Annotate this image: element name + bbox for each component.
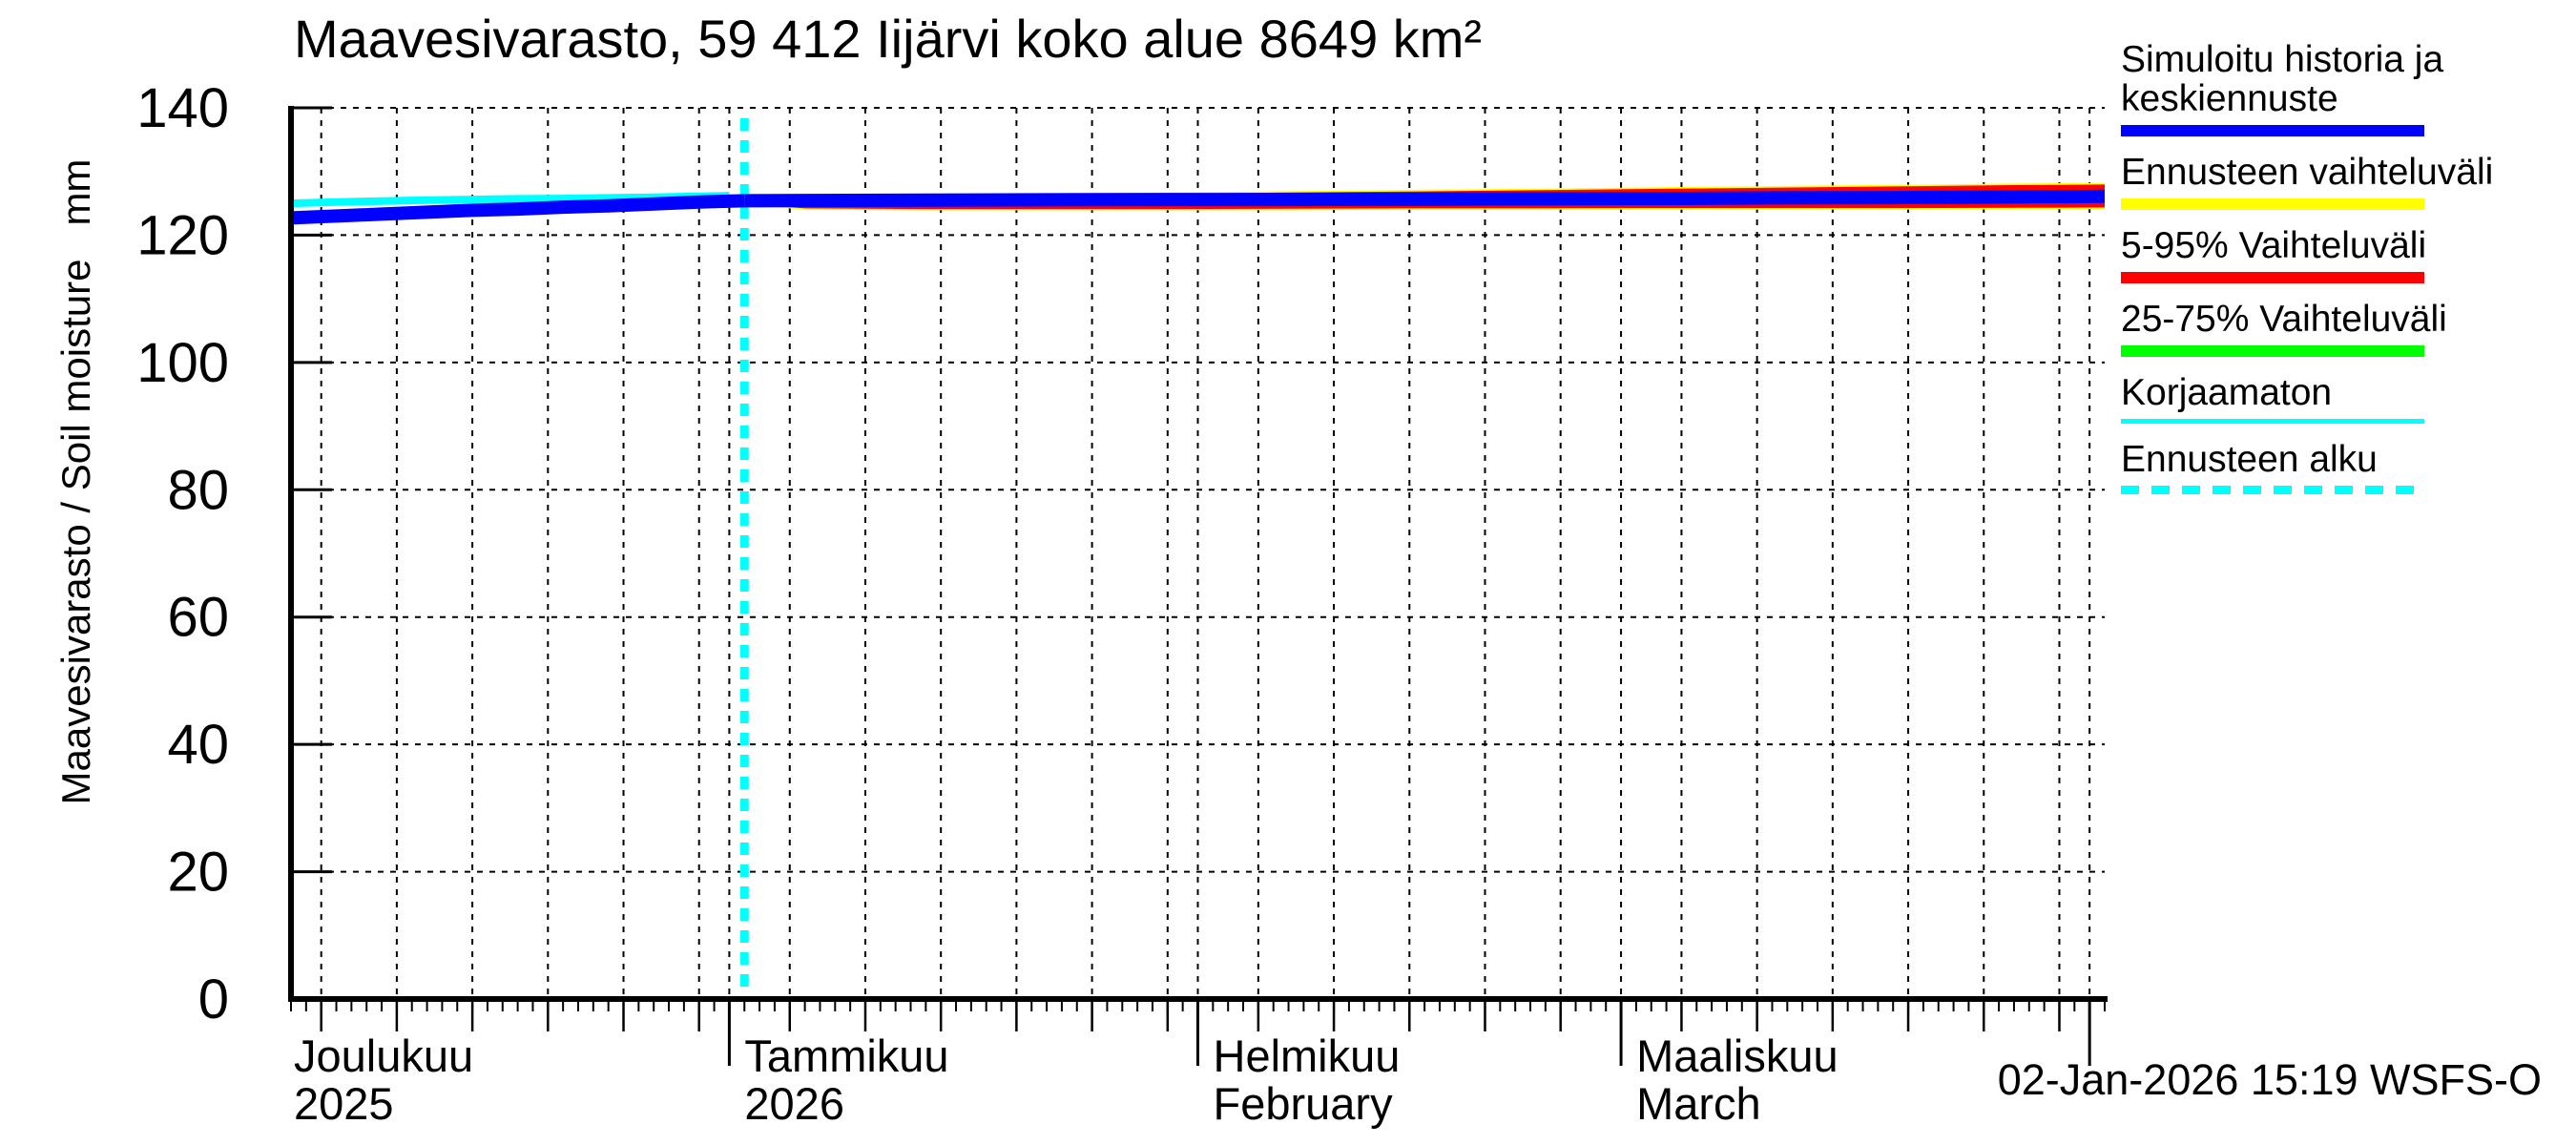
- y-axis-label: Maavesivarasto / Soil moisture mm: [53, 158, 98, 805]
- legend-item: Simuloitu historia ja keskiennuste: [2121, 40, 2569, 136]
- month-sublabel: 2025: [294, 1078, 394, 1129]
- legend-item: Ennusteen alku: [2121, 440, 2569, 494]
- legend-swatch-red-line: [2121, 272, 2424, 283]
- month-label: Tammikuu: [744, 1030, 948, 1081]
- month-sublabel: 2026: [744, 1078, 844, 1129]
- gridlines: [291, 107, 2105, 999]
- legend-label: Ennusteen alku: [2121, 439, 2378, 480]
- legend-label: Ennusteen vaihteluväli: [2121, 152, 2494, 193]
- legend-swatch-green-line: [2121, 345, 2424, 357]
- y-tick-label: 120: [136, 204, 229, 266]
- legend-swatch-blue-line: [2121, 125, 2424, 136]
- line-simuloitu-historia: [290, 194, 745, 225]
- x-axis-ticks: [290, 999, 2106, 1066]
- legend-label: Korjaamaton: [2121, 372, 2333, 413]
- chart-title: Maavesivarasto, 59 412 Iijärvi koko alue…: [294, 9, 1483, 69]
- legend-swatch-cyan-dashed-line: [2121, 486, 2424, 494]
- legend-item: 25-75% Vaihteluväli: [2121, 300, 2569, 357]
- y-tick-label: 40: [167, 714, 229, 776]
- legend-item: 5-95% Vaihteluväli: [2121, 226, 2569, 283]
- month-sublabel: March: [1636, 1078, 1761, 1129]
- legend-item: Korjaamaton: [2121, 373, 2569, 424]
- y-axis-ticks-and-labels: 0 20 40 60 80 100 120 140: [136, 77, 332, 1030]
- y-tick-label: 60: [167, 587, 229, 649]
- y-tick-label: 140: [136, 77, 229, 139]
- legend-item: Ennusteen vaihteluväli: [2121, 153, 2569, 210]
- y-tick-label: 20: [167, 842, 229, 904]
- month-label: Helmikuu: [1214, 1030, 1401, 1081]
- line-keskiennuste: [744, 189, 2106, 208]
- month-sublabel: February: [1214, 1078, 1394, 1129]
- month-label: Maaliskuu: [1636, 1030, 1839, 1081]
- legend: Simuloitu historia ja keskiennuste Ennus…: [2121, 40, 2569, 510]
- legend-swatch-yellow-line: [2121, 198, 2424, 210]
- legend-label: 5-95% Vaihteluväli: [2121, 225, 2427, 266]
- month-label: Joulukuu: [294, 1030, 473, 1081]
- y-tick-label: 80: [167, 459, 229, 521]
- y-tick-label: 0: [198, 968, 229, 1030]
- legend-swatch-cyan-line: [2121, 419, 2424, 424]
- data-series: [290, 182, 2106, 225]
- legend-label: 25-75% Vaihteluväli: [2121, 299, 2447, 340]
- y-tick-label: 100: [136, 332, 229, 394]
- timestamp: 02-Jan-2026 15:19 WSFS-O: [1997, 1055, 2542, 1104]
- legend-label: Simuloitu historia ja keskiennuste: [2121, 39, 2444, 119]
